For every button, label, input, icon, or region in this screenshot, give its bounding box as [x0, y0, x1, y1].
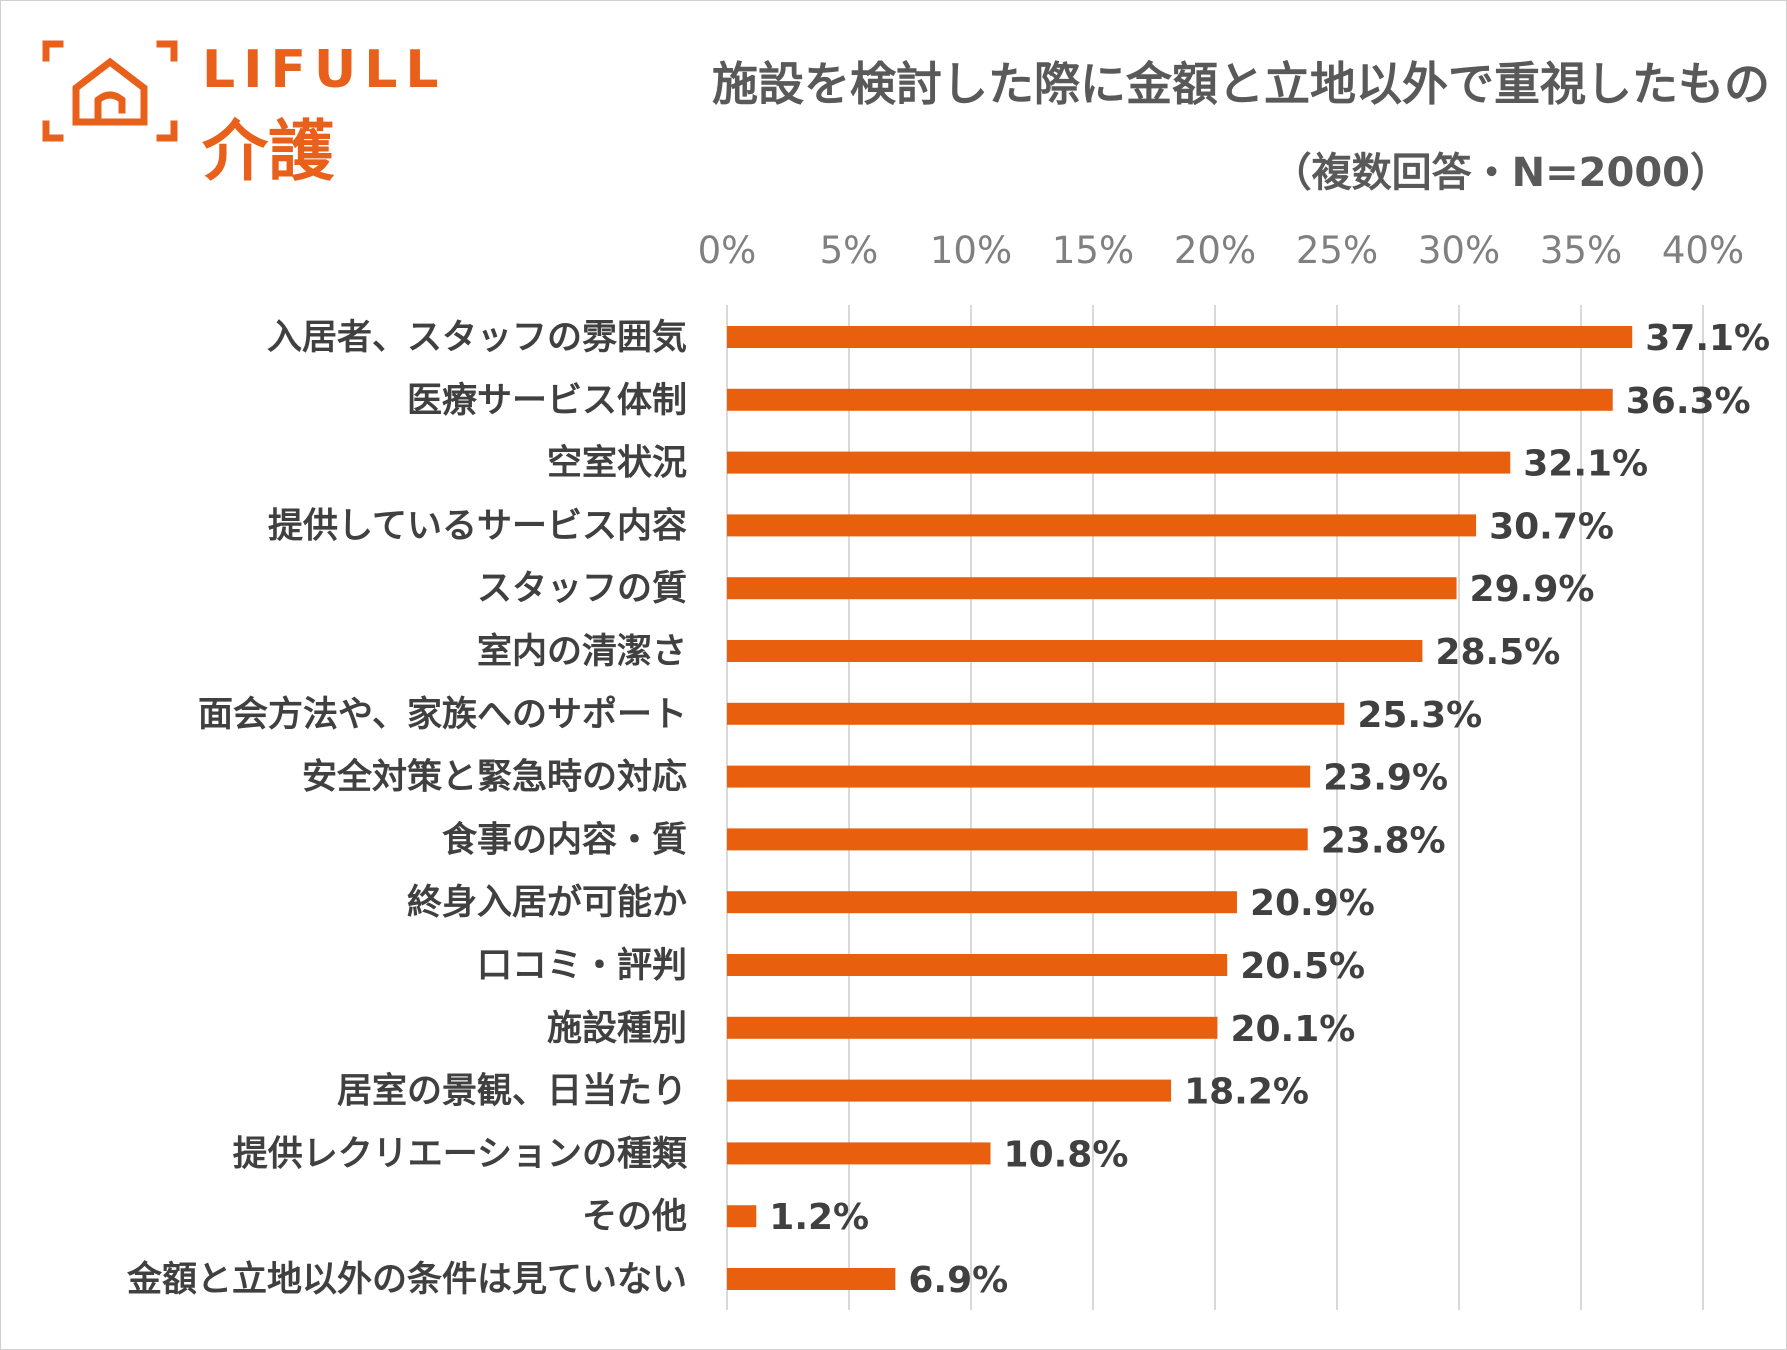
bar: [727, 326, 1633, 348]
x-tick-label: 20%: [1174, 229, 1256, 272]
bar: [727, 1142, 991, 1165]
data-label: 32.1%: [1523, 444, 1648, 485]
category-label: 医療サービス体制: [407, 381, 687, 421]
category-label: 面会方法や、家族へのサポート: [198, 694, 687, 735]
bar: [727, 451, 1511, 474]
data-label: 37.1%: [1645, 318, 1770, 359]
category-label: 食事の内容・質: [442, 819, 687, 860]
bar: [727, 702, 1345, 725]
x-tick-label: 35%: [1540, 229, 1622, 272]
category-label: 空室状況: [547, 443, 687, 484]
x-tick-label: 40%: [1662, 229, 1744, 272]
category-label: 提供レクリエーションの種類: [233, 1134, 688, 1174]
bar: [727, 1268, 896, 1290]
bar: [727, 765, 1311, 788]
data-label: 20.1%: [1230, 1009, 1355, 1050]
bar: [727, 1079, 1172, 1102]
category-label: 入居者、スタッフの雰囲気: [267, 318, 687, 358]
category-label: 口コミ・評判: [477, 946, 687, 986]
bar: [727, 891, 1237, 914]
x-tick-label: 5%: [820, 229, 879, 272]
bar: [727, 577, 1457, 600]
data-label: 18.2%: [1184, 1072, 1309, 1113]
bar: [727, 388, 1613, 411]
bar: [727, 514, 1477, 537]
data-label: 20.9%: [1250, 883, 1375, 924]
chart-title: 施設を検討した際に金額と立地以外で重視したもの: [712, 57, 1770, 111]
bar: [727, 1205, 757, 1228]
category-label: 提供しているサービス内容: [268, 506, 687, 546]
x-tick-label: 0%: [698, 229, 757, 272]
bar: [727, 828, 1308, 851]
data-label: 10.8%: [1004, 1134, 1129, 1175]
category-label: 室内の清潔さ: [477, 631, 687, 672]
data-label: 36.3%: [1626, 381, 1751, 422]
category-label: 終身入居が可能か: [407, 883, 687, 923]
lifull-kaigo-logo: LIFULL 介護: [42, 40, 442, 190]
data-label: 1.2%: [769, 1197, 869, 1238]
data-label: 23.8%: [1321, 820, 1446, 861]
category-label: 安全対策と緊急時の対応: [302, 757, 687, 798]
data-label: 20.5%: [1240, 946, 1365, 987]
x-tick-label: 30%: [1418, 229, 1500, 272]
x-tick-label: 10%: [930, 229, 1012, 272]
data-label: 25.3%: [1357, 695, 1482, 736]
house-logo-icon: [42, 40, 178, 142]
logo-wordmark: LIFULL: [202, 40, 447, 100]
data-label: 29.9%: [1470, 569, 1595, 610]
category-label: その他: [582, 1197, 687, 1237]
data-label: 30.7%: [1489, 506, 1614, 547]
category-label: スタッフの質: [477, 569, 687, 609]
data-label: 28.5%: [1435, 632, 1560, 673]
category-label: 居室の景観、日当たり: [337, 1071, 687, 1112]
data-label: 6.9%: [908, 1260, 1008, 1301]
logo-kaigo-text: 介護: [202, 113, 334, 190]
x-tick-label: 15%: [1052, 229, 1134, 272]
bar: [727, 954, 1228, 976]
bar: [727, 640, 1423, 662]
category-label: 施設種別: [547, 1009, 687, 1049]
data-label: 23.9%: [1323, 758, 1448, 799]
bar: [727, 1016, 1218, 1039]
x-tick-label: 25%: [1296, 229, 1378, 272]
chart-subtitle: （複数回答・N=2000）: [1271, 150, 1730, 196]
category-label: 金額と立地以外の条件は見ていない: [126, 1259, 687, 1300]
